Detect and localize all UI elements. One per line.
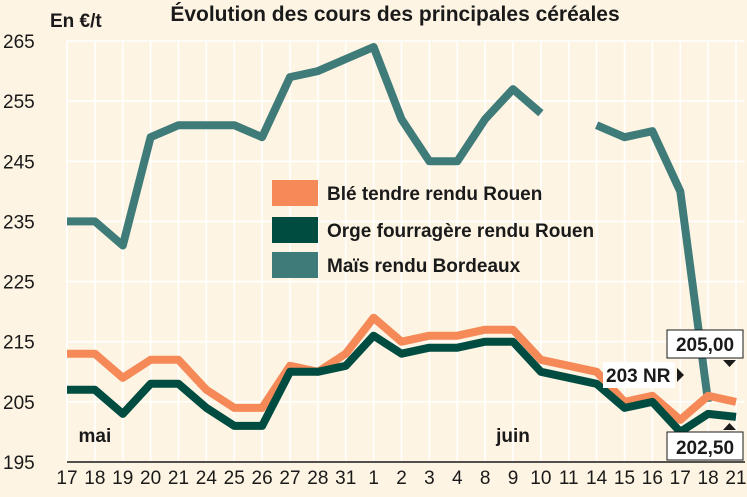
x-tick-label: 17 bbox=[670, 468, 691, 489]
series-lines bbox=[67, 43, 737, 436]
y-tick-205: 205 bbox=[3, 393, 35, 414]
x-tick-label: 3 bbox=[424, 468, 435, 489]
x-tick-label: 11 bbox=[559, 468, 579, 489]
svg-text:203 NR: 203 NR bbox=[606, 366, 671, 387]
x-tick-label: 31 bbox=[335, 468, 356, 489]
svg-text:202,50: 202,50 bbox=[676, 438, 734, 459]
x-tick-label: 8 bbox=[480, 468, 491, 489]
x-tick-label: 25 bbox=[224, 468, 245, 489]
x-tick-label: 10 bbox=[530, 468, 551, 489]
month-labels: mai juin bbox=[79, 426, 530, 447]
month-label-mai: mai bbox=[79, 426, 112, 447]
callout-arrow-right bbox=[677, 368, 684, 382]
legend-label-0: Blé tendre rendu Rouen bbox=[327, 184, 542, 205]
legend-label-2: Maïs rendu Bordeaux bbox=[327, 256, 521, 277]
x-tick-label: 2 bbox=[396, 468, 407, 489]
x-tick-label: 27 bbox=[279, 468, 300, 489]
callout-orge-last: 202,50 bbox=[666, 423, 744, 461]
series-line-0-segment-0 bbox=[67, 313, 737, 424]
svg-text:205,00: 205,00 bbox=[676, 335, 734, 356]
annotations: 205,00 202,50 203 NR bbox=[603, 329, 744, 461]
chart-title: Évolution des cours des principales céré… bbox=[170, 3, 619, 26]
x-tick-label: 15 bbox=[614, 468, 635, 489]
x-tick-label: 21 bbox=[168, 468, 189, 489]
y-tick-195: 195 bbox=[3, 453, 35, 474]
y-tick-245: 245 bbox=[3, 152, 35, 173]
x-tick-label: 16 bbox=[642, 468, 663, 489]
legend-swatch-2 bbox=[272, 252, 318, 278]
y-tick-255: 255 bbox=[3, 92, 35, 113]
x-tick-label: 19 bbox=[112, 468, 133, 489]
callout-arrow-down bbox=[723, 360, 736, 367]
x-tick-label: 28 bbox=[307, 468, 328, 489]
x-tick-label: 9 bbox=[508, 468, 519, 489]
x-tick-label: 4 bbox=[452, 468, 463, 489]
month-label-juin: juin bbox=[495, 426, 530, 447]
y-tick-225: 225 bbox=[3, 273, 35, 294]
x-tick-label: 26 bbox=[252, 468, 273, 489]
legend-label-1: Orge fourragère rendu Rouen bbox=[327, 221, 594, 242]
series-line-2-segment-1 bbox=[595, 121, 713, 403]
x-axis-ticks: 17 18 19 20 21 24 25 26 27 28 31 1 2 3 4 8 9 10 11 14 15 16 17… bbox=[56, 468, 746, 489]
x-tick-label: 21 bbox=[725, 468, 746, 489]
y-tick-265: 265 bbox=[3, 32, 35, 53]
x-tick-label: 20 bbox=[140, 468, 161, 489]
x-tick-label: 18 bbox=[698, 468, 719, 489]
y-axis-unit-label: En €/t bbox=[50, 11, 102, 32]
x-tick-label: 14 bbox=[586, 468, 608, 489]
series-line-1-segment-0 bbox=[67, 331, 737, 436]
callout-ble-last: 205,00 bbox=[666, 329, 744, 367]
series-line-2-segment-0 bbox=[67, 43, 544, 250]
callout-orge-nr: 203 NR bbox=[603, 362, 684, 388]
x-tick-label: 18 bbox=[84, 468, 105, 489]
x-tick-label: 1 bbox=[368, 468, 379, 489]
y-tick-215: 215 bbox=[3, 333, 35, 354]
legend-swatch-0 bbox=[272, 180, 318, 206]
legend-swatch-1 bbox=[272, 217, 318, 243]
x-tick-label: 17 bbox=[56, 468, 77, 489]
y-axis-ticks: 195 205 215 225 235 245 255 265 bbox=[3, 32, 35, 474]
y-tick-235: 235 bbox=[3, 212, 35, 233]
callout-arrow-up bbox=[723, 423, 736, 430]
legend: Blé tendre rendu Rouen Orge fourragère re… bbox=[272, 180, 594, 278]
x-tick-label: 24 bbox=[196, 468, 218, 489]
